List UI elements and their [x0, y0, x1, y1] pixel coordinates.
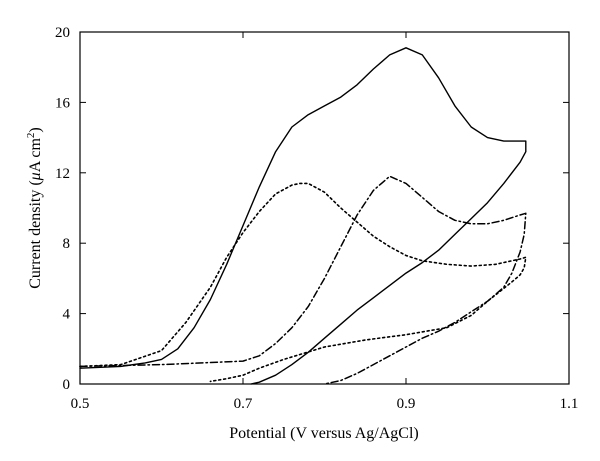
y-axis-label-exponent: 2 — [25, 133, 37, 139]
x-tick-label: 0.5 — [71, 396, 90, 412]
x-tick-label: 0.7 — [234, 396, 253, 412]
y-axis-label-prefix: Current density ( — [27, 180, 44, 288]
y-tick-label: 12 — [55, 166, 70, 182]
tick-labels: 0.5 0.7 0.9 1.1 0 4 8 12 16 20 — [55, 25, 578, 412]
series-line-dotted — [79, 182, 527, 383]
y-axis-label-mu: μ — [27, 172, 44, 181]
y-axis-label-unit: A cm — [27, 138, 44, 173]
y-tick-label: 8 — [63, 236, 71, 252]
x-axis-label: Potential (V versus Ag/AgCl) — [229, 425, 418, 442]
x-tick-label: 1.1 — [560, 396, 579, 412]
y-tick-label: 16 — [55, 95, 71, 111]
series-line-dashdot — [79, 175, 527, 385]
series-line-solid — [79, 47, 527, 385]
axis-ticks — [79, 31, 570, 385]
plot-lines — [79, 47, 527, 385]
y-axis-label: Current density (μA cm2) — [25, 127, 44, 289]
y-axis-label-suffix: ) — [27, 127, 44, 132]
x-tick-label: 0.9 — [397, 396, 416, 412]
plot-frame — [79, 31, 570, 385]
y-tick-label: 0 — [63, 377, 71, 393]
y-tick-label: 20 — [55, 25, 70, 41]
y-tick-label: 4 — [63, 307, 71, 323]
